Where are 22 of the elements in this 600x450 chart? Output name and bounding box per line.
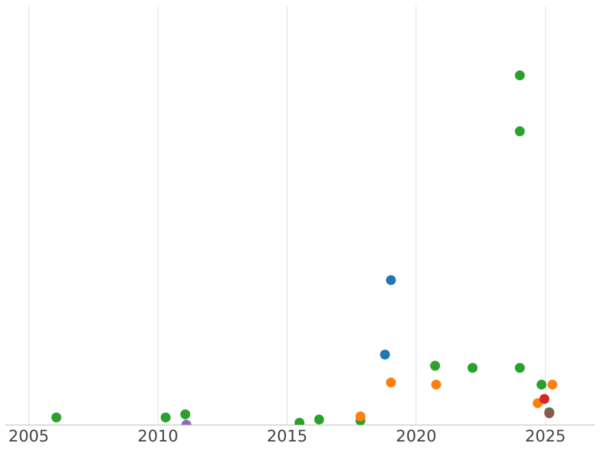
point: [514, 362, 525, 373]
point: [514, 70, 525, 80]
point: [380, 350, 390, 360]
point: [180, 409, 190, 420]
point: [539, 394, 550, 404]
x-tick-label: 2020: [396, 426, 437, 446]
point: [160, 412, 171, 422]
x-tick-label: 2005: [8, 426, 50, 446]
point: [51, 412, 62, 422]
point: [314, 414, 324, 425]
point: [536, 380, 547, 390]
point: [514, 126, 525, 136]
point: [430, 360, 440, 371]
x-tick-label: 2010: [138, 426, 178, 446]
point: [468, 362, 478, 373]
point: [355, 411, 366, 422]
point: [431, 380, 442, 390]
x-tick-label: 2025: [525, 426, 566, 446]
point: [547, 380, 558, 390]
point: [386, 275, 396, 286]
x-tick-label: 2015: [266, 426, 308, 446]
point: [386, 378, 396, 388]
